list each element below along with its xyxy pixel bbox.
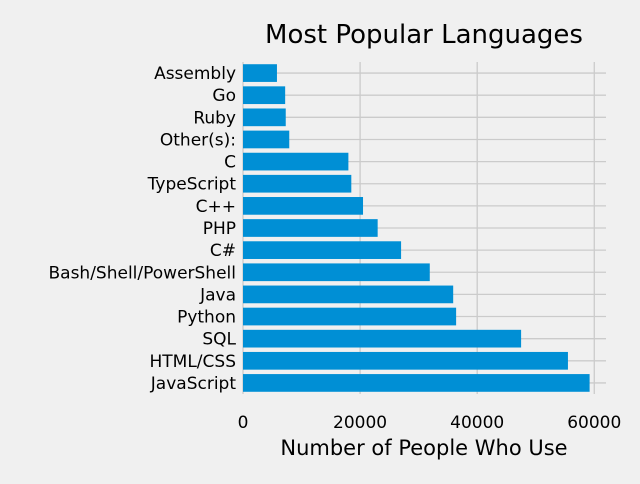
x-tick-label: 0 xyxy=(238,413,249,433)
bar-go xyxy=(243,86,286,105)
category-label: C++ xyxy=(196,197,236,217)
category-label: HTML/CSS xyxy=(150,352,237,372)
bar-bash-shell-powershell xyxy=(243,263,430,282)
x-tick-label: 20000 xyxy=(333,413,387,433)
category-label: Other(s): xyxy=(160,130,236,150)
bar-c xyxy=(243,197,364,215)
bar-c xyxy=(243,241,402,259)
category-label: Assembly xyxy=(154,64,236,84)
category-label: Go xyxy=(212,86,236,106)
chart-title: Most Popular Languages xyxy=(265,20,583,50)
bar-html-css xyxy=(243,351,568,370)
category-label: C xyxy=(224,153,236,173)
category-label: PHP xyxy=(203,219,236,239)
x-axis-title: Number of People Who Use xyxy=(280,436,567,460)
category-label: Bash/Shell/PowerShell xyxy=(48,263,236,283)
bar-javascript xyxy=(243,374,590,392)
x-tick-label: 40000 xyxy=(450,413,504,433)
category-label: TypeScript xyxy=(147,175,237,195)
category-label: JavaScript xyxy=(150,374,237,394)
bar-python xyxy=(243,307,457,326)
bar-c xyxy=(243,152,349,171)
x-tick-label: 60000 xyxy=(567,413,621,433)
category-label: C# xyxy=(210,241,236,261)
bar-php xyxy=(243,219,378,237)
bars-layer xyxy=(243,64,590,392)
bar-typescript xyxy=(243,174,352,193)
category-label: Ruby xyxy=(193,108,236,128)
bar-java xyxy=(243,285,454,304)
category-label: Python xyxy=(177,308,236,328)
bar-assembly xyxy=(243,64,277,82)
bar-ruby xyxy=(243,108,286,127)
bar-other-s xyxy=(243,130,290,149)
x-tick-labels: 0 20000 40000 60000 xyxy=(238,413,622,433)
bar-sql xyxy=(243,329,522,348)
category-label: Java xyxy=(199,285,236,305)
category-label: SQL xyxy=(202,330,236,350)
